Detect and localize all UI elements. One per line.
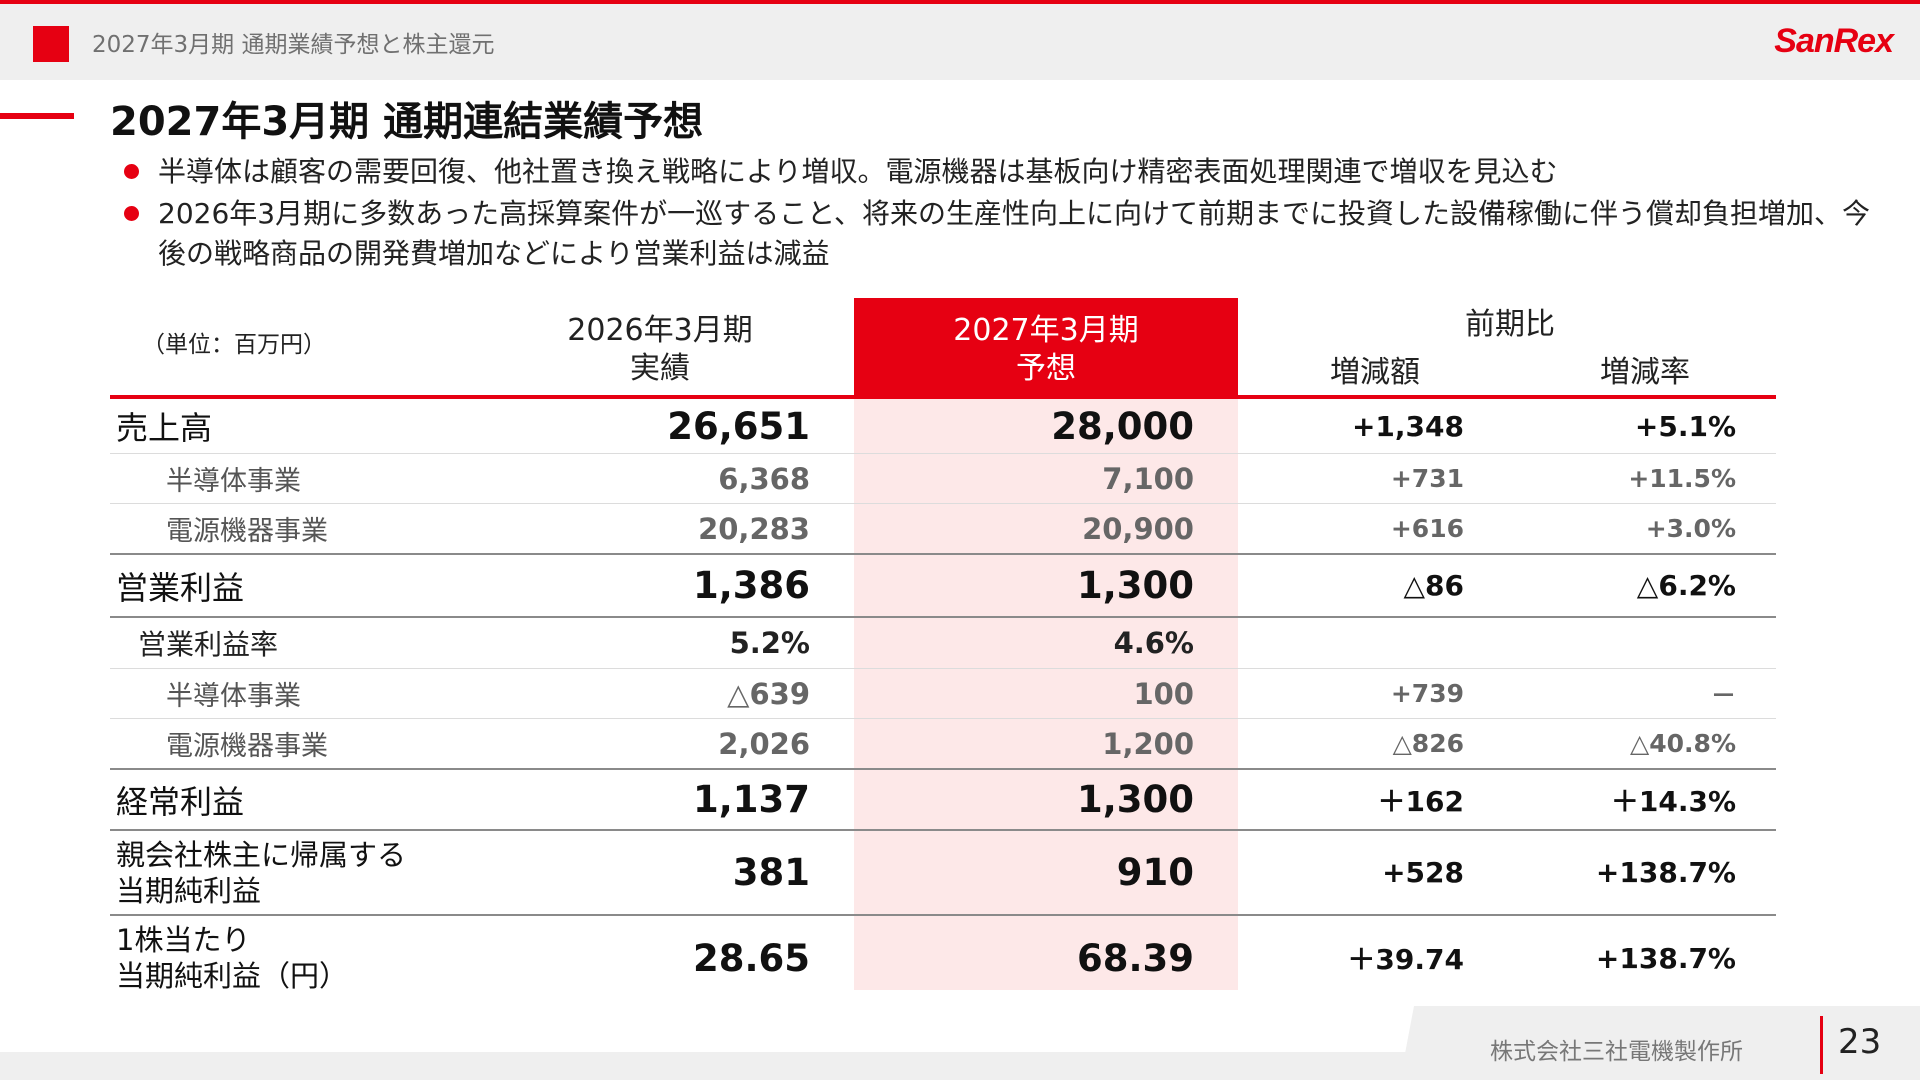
footer-divider bbox=[1820, 1016, 1823, 1074]
table-row-operating-profit: 営業利益 1,386 1,300 △86 △6.2% bbox=[110, 555, 1776, 618]
table-row-net-income: 親会社株主に帰属する 当期純利益 381 910 +528 +138.7% bbox=[110, 831, 1776, 916]
column-header-prev: 2026年3月期 実績 bbox=[567, 313, 753, 386]
page-title: 2027年3月期 通期連結業績予想 bbox=[110, 99, 704, 145]
section-title: 2027年3月期 通期業績予想と株主還元 bbox=[92, 32, 495, 58]
table-row-sales-power: 電源機器事業 20,283 20,900 +616 +3.0% bbox=[110, 504, 1776, 555]
slide-header: 2027年3月期 通期業績予想と株主還元 SanRex bbox=[0, 4, 1920, 80]
table-row-op-power: 電源機器事業 2,026 1,200 △826 △40.8% bbox=[110, 719, 1776, 770]
forecast-column-header-bg bbox=[854, 298, 1238, 396]
bullet-list: 半導体は顧客の需要回復、他社置き換え戦略により増収。電源機器は基板向け精密表面処… bbox=[122, 152, 1892, 276]
company-name: 株式会社三社電機製作所 bbox=[1490, 1039, 1743, 1065]
table-row-ordinary-profit: 経常利益 1,137 1,300 ＋162 ＋14.3% bbox=[110, 770, 1776, 831]
table-row-op-semiconductor: 半導体事業 △639 100 +739 － bbox=[110, 669, 1776, 719]
forecast-column-highlight bbox=[854, 298, 1238, 990]
results-table: 売上高 26,651 28,000 +1,348 +5.1% 半導体事業 6,3… bbox=[110, 399, 1776, 1000]
page-number: 23 bbox=[1838, 1022, 1882, 1062]
company-logo: SanRex bbox=[1774, 22, 1894, 60]
column-header-rate: 増減率 bbox=[1600, 355, 1690, 390]
footer-tab bbox=[1400, 1006, 1920, 1080]
table-row-operating-margin: 営業利益率 5.2% 4.6% bbox=[110, 618, 1776, 669]
title-accent-bar bbox=[0, 113, 74, 119]
header-square-icon bbox=[33, 26, 69, 62]
unit-label: （単位：百万円） bbox=[142, 332, 326, 358]
bullet-item: 半導体は顧客の需要回復、他社置き換え戦略により増収。電源機器は基板向け精密表面処… bbox=[122, 152, 1892, 192]
column-header-diff: 増減額 bbox=[1330, 355, 1420, 390]
column-header-forecast: 2027年3月期 予想 bbox=[953, 313, 1139, 386]
table-row-net-sales: 売上高 26,651 28,000 +1,348 +5.1% bbox=[110, 399, 1776, 454]
column-header-compare: 前期比 bbox=[1465, 307, 1555, 342]
table-header-rule bbox=[110, 395, 1776, 399]
top-accent-line bbox=[0, 0, 1920, 4]
bullet-item: 2026年3月期に多数あった高採算案件が一巡すること、将来の生産性向上に向けて前… bbox=[122, 194, 1892, 274]
table-row-sales-semiconductor: 半導体事業 6,368 7,100 +731 +11.5% bbox=[110, 454, 1776, 504]
table-row-eps: 1株当たり 当期純利益（円） 28.65 68.39 ＋39.74 +138.7… bbox=[116, 923, 1736, 993]
